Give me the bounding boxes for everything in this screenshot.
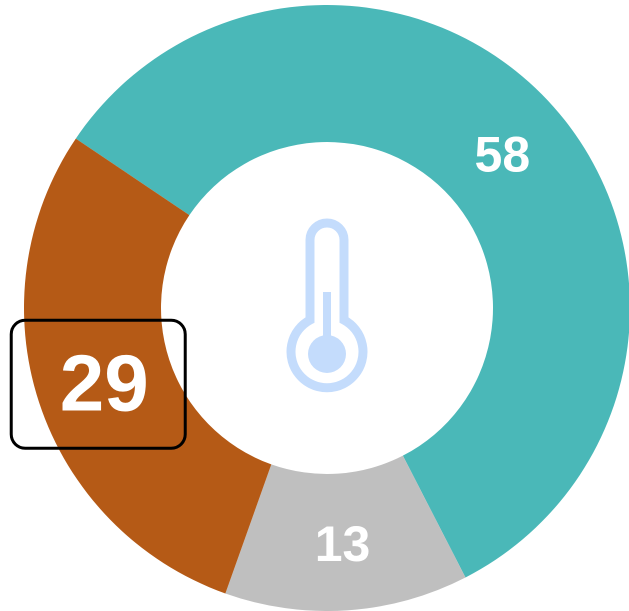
data-label: 58 — [475, 126, 531, 182]
thermometer-bulb — [308, 335, 346, 373]
thermometer-icon — [286, 218, 368, 393]
thermometer-outline — [286, 218, 368, 393]
donut-slice — [75, 5, 629, 578]
slices — [23, 5, 629, 611]
donut-slice — [225, 455, 466, 611]
highlight-box — [9, 318, 187, 450]
data-label: 13 — [315, 516, 371, 572]
donut-slice — [23, 138, 272, 594]
data-label: 29 — [60, 339, 149, 428]
labels: 58 13 29 — [9, 126, 531, 572]
